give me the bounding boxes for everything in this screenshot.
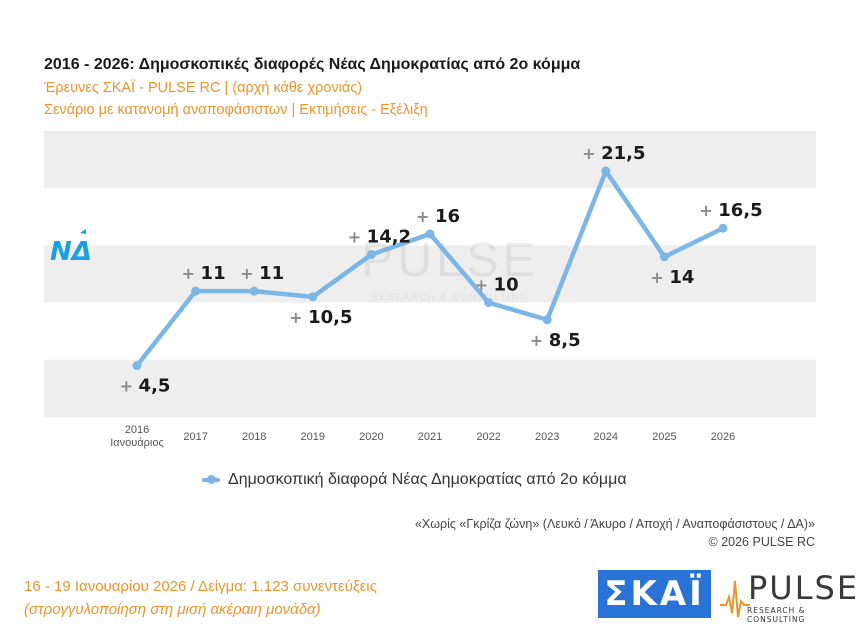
data-point <box>659 252 669 262</box>
nd-logo-text: ΝΔ <box>50 237 92 263</box>
chart-legend: Δημοσκοπική διαφορά Νέας Δημοκρατίας από… <box>202 469 627 491</box>
x-axis-ticks: 2016 Ιανουάριος 2017 2018 2019 2020 2021 2022 20… <box>110 424 735 449</box>
x-tick-label: 2020 <box>359 431 383 443</box>
footer-rounding-note: (στρογγυλοποίηση στη μισή ακέραιη μονάδα… <box>24 601 321 618</box>
data-point <box>601 166 611 176</box>
data-point <box>308 292 318 302</box>
x-tick-label: 2016 Ιανουάριος <box>110 424 164 449</box>
pulse-wave-icon <box>720 580 750 618</box>
data-point <box>484 298 494 308</box>
pulse-watermark: PULSE RESEARCH & CONSULTING <box>361 234 538 303</box>
grid-band <box>44 245 816 303</box>
data-points <box>132 166 728 371</box>
skai-logo: ΣΚΑΪ <box>598 570 711 618</box>
chart-subtitle-source: Έρευνες ΣΚΑΪ - PULSE RC | (αρχή κάθε χρο… <box>44 80 363 96</box>
data-label: + 11 <box>240 263 284 284</box>
data-point <box>249 286 259 296</box>
chart-subtitle-scenario: Σενάριο με κατανομή αναποφάσιστων | Εκτι… <box>44 102 428 118</box>
grid-band <box>44 359 816 417</box>
data-point <box>425 229 435 239</box>
data-label: + 14 <box>650 267 694 288</box>
data-label: + 14,2 <box>348 227 411 248</box>
nd-party-logo: ΝΔ <box>50 229 92 263</box>
data-point <box>718 223 728 233</box>
data-point <box>542 315 552 325</box>
data-point <box>191 286 201 296</box>
x-tick-label: 2024 <box>594 431 618 443</box>
x-tick-label: 2023 <box>535 431 559 443</box>
pulse-logo: PULSE RESEARCH & CONSULTING <box>720 569 857 624</box>
grid-bands <box>44 131 816 417</box>
x-tick-label: 2022 <box>476 431 500 443</box>
note-grey-zone: «Χωρίς «Γκρίζα ζώνη» (Λευκό / Άκυρο / Απ… <box>414 517 815 531</box>
watermark-subtext: RESEARCH & CONSULTING <box>371 292 528 303</box>
x-tick-label: 2026 <box>711 431 735 443</box>
legend-line-marker <box>202 475 220 484</box>
data-label: + 16,5 <box>699 200 762 221</box>
watermark-text: PULSE <box>361 234 538 287</box>
data-label: + 10,5 <box>289 307 352 328</box>
data-point <box>366 250 376 260</box>
data-labels: + 4,5 + 11 + 11 + 10,5 + 14,2+ 16 + 10 + 8,5 + … <box>120 143 763 396</box>
footer-sample-info: 16 - 19 Ιανουαρίου 2026 / Δείγμα: 1.123 … <box>24 578 377 595</box>
skai-logo-text: ΣΚΑΪ <box>604 574 705 614</box>
chart-title: 2016 - 2026: Δημοσκοπικές διαφορές Νέας … <box>44 56 581 73</box>
x-tick-label: 2018 <box>242 431 266 443</box>
pulse-logo-text: PULSE <box>748 569 860 607</box>
legend-label: Δημοσκοπική διαφορά Νέας Δημοκρατίας από… <box>228 471 627 488</box>
data-label: + 16 <box>416 206 460 227</box>
data-label: + 11 <box>182 263 226 284</box>
note-copyright: © 2026 PULSE RC <box>708 535 815 549</box>
data-label: + 10 <box>475 275 519 296</box>
x-tick-label: 2021 <box>418 431 442 443</box>
x-tick-label: 2017 <box>183 431 207 443</box>
x-tick-label: 2019 <box>301 431 325 443</box>
x-tick-label: 2025 <box>652 431 676 443</box>
data-label: + 21,5 <box>582 143 645 164</box>
data-label: + 8,5 <box>530 330 581 351</box>
grid-band <box>44 131 816 189</box>
data-point <box>132 361 142 371</box>
pulse-logo-subtext: RESEARCH & CONSULTING <box>747 606 806 624</box>
data-label: + 4,5 <box>120 376 171 397</box>
